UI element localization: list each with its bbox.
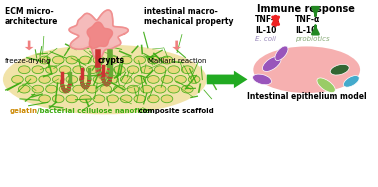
Ellipse shape [59, 85, 71, 93]
Polygon shape [69, 10, 128, 59]
Text: crypts: crypts [97, 56, 124, 65]
Ellipse shape [73, 85, 84, 93]
Ellipse shape [107, 95, 118, 103]
Ellipse shape [175, 76, 186, 83]
Ellipse shape [39, 76, 51, 83]
Ellipse shape [93, 76, 105, 83]
Ellipse shape [107, 76, 118, 83]
Polygon shape [87, 22, 113, 48]
Ellipse shape [253, 74, 271, 85]
Ellipse shape [100, 66, 112, 74]
Ellipse shape [3, 45, 207, 114]
Ellipse shape [73, 66, 84, 74]
Ellipse shape [53, 95, 64, 103]
Text: freeze-drying: freeze-drying [5, 58, 51, 64]
Ellipse shape [46, 66, 57, 74]
Text: ECM micro-
architecture: ECM micro- architecture [5, 7, 58, 26]
Ellipse shape [66, 95, 77, 103]
Text: /bacterial cellulose nanofiber: /bacterial cellulose nanofiber [37, 108, 153, 114]
Text: E. coli: E. coli [255, 36, 276, 42]
Ellipse shape [181, 85, 193, 93]
Ellipse shape [87, 85, 98, 93]
Text: probiotics: probiotics [295, 36, 330, 42]
Ellipse shape [120, 56, 132, 64]
Ellipse shape [330, 64, 349, 75]
Ellipse shape [12, 76, 23, 83]
Ellipse shape [168, 66, 180, 74]
Ellipse shape [253, 46, 360, 93]
Ellipse shape [53, 56, 64, 64]
FancyArrow shape [172, 41, 181, 50]
Ellipse shape [141, 66, 152, 74]
Ellipse shape [127, 85, 139, 93]
Ellipse shape [59, 66, 71, 74]
Ellipse shape [120, 95, 132, 103]
Ellipse shape [32, 66, 44, 74]
Ellipse shape [181, 66, 193, 74]
Ellipse shape [161, 95, 173, 103]
Ellipse shape [127, 66, 139, 74]
Ellipse shape [161, 76, 173, 83]
Ellipse shape [66, 76, 77, 83]
Ellipse shape [80, 56, 91, 64]
Text: composite scaffold: composite scaffold [136, 108, 214, 114]
Text: TNF-α: TNF-α [295, 15, 320, 24]
Ellipse shape [113, 66, 125, 74]
Ellipse shape [134, 76, 146, 83]
Ellipse shape [147, 95, 159, 103]
Ellipse shape [134, 56, 146, 64]
Ellipse shape [188, 76, 200, 83]
Ellipse shape [113, 85, 125, 93]
Text: TNF-α: TNF-α [255, 15, 280, 24]
Ellipse shape [147, 76, 159, 83]
Ellipse shape [80, 95, 91, 103]
Ellipse shape [161, 56, 173, 64]
Ellipse shape [134, 95, 146, 103]
Ellipse shape [32, 85, 44, 93]
Ellipse shape [262, 56, 281, 71]
Ellipse shape [154, 85, 166, 93]
Ellipse shape [168, 85, 180, 93]
Ellipse shape [46, 85, 57, 93]
Ellipse shape [19, 66, 30, 74]
Text: IL-10: IL-10 [255, 26, 277, 35]
FancyArrow shape [207, 71, 248, 88]
Ellipse shape [107, 56, 118, 64]
Ellipse shape [154, 66, 166, 74]
Ellipse shape [39, 95, 51, 103]
Ellipse shape [344, 76, 359, 87]
Ellipse shape [53, 76, 64, 83]
Ellipse shape [147, 56, 159, 64]
Text: Immune response: Immune response [257, 4, 355, 14]
Ellipse shape [80, 76, 91, 83]
Ellipse shape [66, 56, 77, 64]
Ellipse shape [39, 56, 51, 64]
Text: gelatin: gelatin [10, 108, 38, 114]
Ellipse shape [93, 95, 105, 103]
FancyArrow shape [25, 41, 34, 50]
Ellipse shape [317, 78, 335, 93]
Text: intestinal macro-
mechanical property: intestinal macro- mechanical property [144, 7, 233, 26]
Ellipse shape [87, 66, 98, 74]
Ellipse shape [120, 76, 132, 83]
Ellipse shape [141, 85, 152, 93]
Ellipse shape [25, 76, 37, 83]
Ellipse shape [275, 46, 288, 60]
Ellipse shape [93, 56, 105, 64]
Text: Maillard reaction: Maillard reaction [147, 58, 206, 64]
Text: Intestinal epithelium model: Intestinal epithelium model [247, 92, 367, 101]
Text: IL-10: IL-10 [295, 26, 316, 35]
Ellipse shape [100, 85, 112, 93]
Ellipse shape [19, 85, 30, 93]
